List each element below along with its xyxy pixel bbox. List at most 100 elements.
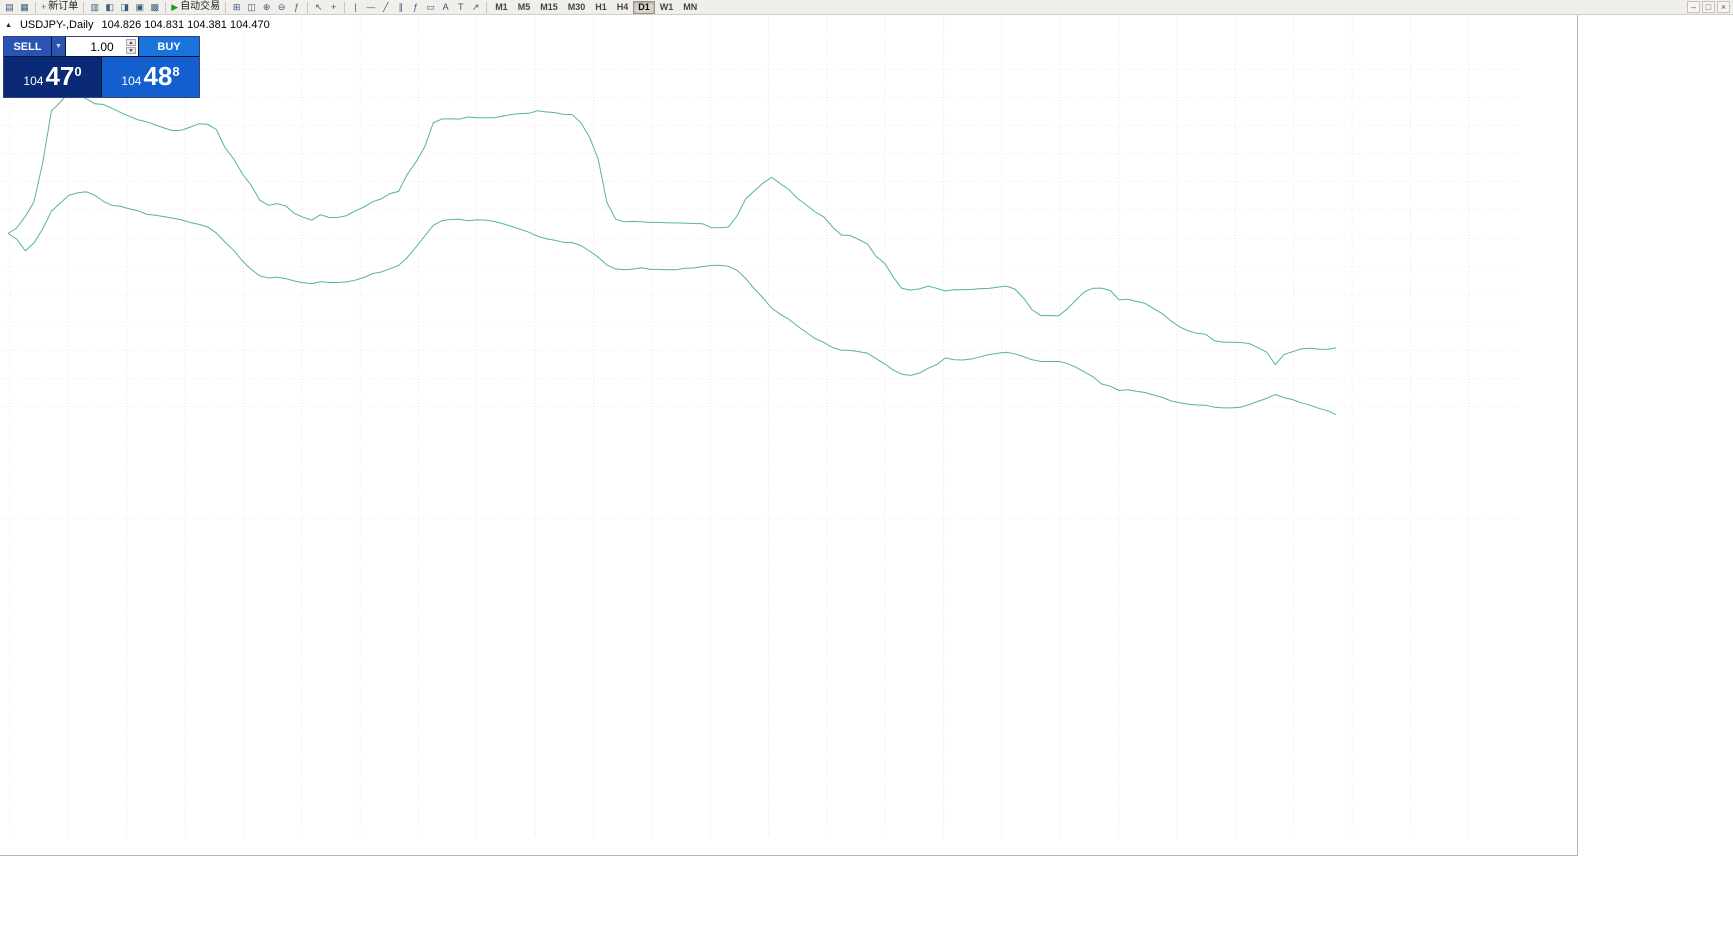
buy-price-prefix: 104 [121, 74, 142, 88]
toolbar-icon-groups: ▤ ▦ + 新订单 ▥ ◧ ◨ ▣ ▩ ▶ 自动交易 ⊞ ◫ ⊕ ⊖ ƒ ↖ + | — ╱ ∥ ƒ ▭ A T ↗ [2, 0, 483, 15]
toolbar-separator [35, 1, 36, 13]
volume-decrease-button[interactable]: ▼ [126, 47, 136, 54]
timeframe-m1[interactable]: M1 [490, 1, 513, 14]
buy-button[interactable]: BUY [139, 37, 199, 56]
autotrading-label: 自动交易 [180, 1, 221, 12]
data-window-icon: ◧ [105, 1, 115, 12]
trade-panel-controls-row: SELL ▼ 1.00 ▲ ▼ BUY [4, 37, 199, 57]
chart-ohlc-values: 104.826 104.831 104.381 104.470 [101, 19, 270, 31]
sell-price-button[interactable]: 104 47 0 [4, 57, 102, 97]
cascade-windows-icon: ◫ [247, 1, 256, 12]
indicators-list-icon: ƒ [294, 1, 300, 12]
indicators-list-button[interactable]: ƒ [289, 1, 304, 14]
text-label-button[interactable]: A [438, 1, 453, 14]
timeframe-w1[interactable]: W1 [655, 1, 679, 14]
zoom-in-button[interactable]: ⊕ [259, 1, 274, 14]
text-label-icon: A [442, 1, 449, 12]
fibonacci-button[interactable]: ƒ [408, 1, 423, 14]
timeframe-toolbar: M1 M5 M15 M30 H1 H4 D1 W1 MN [483, 0, 702, 15]
toolbar-separator [344, 1, 346, 13]
cascade-windows-button[interactable]: ◫ [244, 1, 259, 14]
sell-button[interactable]: SELL [4, 37, 52, 56]
buy-price-sup: 8 [172, 64, 180, 79]
chart-title: USDJPY-,Daily [19, 19, 94, 31]
navigator-icon: ◨ [120, 1, 130, 12]
equidistant-channel-icon: ∥ [398, 1, 403, 12]
market-watch-button[interactable]: ▥ [87, 1, 102, 14]
terminal-icon: ▣ [135, 1, 145, 12]
timeframe-h4[interactable]: H4 [612, 1, 634, 14]
timeframe-m15[interactable]: M15 [535, 1, 563, 14]
one-click-trading-panel: SELL ▼ 1.00 ▲ ▼ BUY 104 47 0 104 48 8 [3, 36, 200, 98]
arrows-tool-icon: ↗ [471, 1, 480, 12]
new-chart-button[interactable]: ▤ [2, 1, 17, 14]
mdi-workspace: ▲ USDJPY-,Daily 104.826 104.831 104.381 … [0, 15, 1733, 938]
fibonacci-icon: ƒ [413, 1, 419, 12]
shapes-icon: ▭ [426, 1, 435, 12]
chart-window: ▲ USDJPY-,Daily 104.826 104.831 104.381 … [0, 15, 1578, 856]
bollinger-upper-band [7, 91, 1337, 366]
toolbar-separator [225, 1, 227, 13]
sell-price-sup: 0 [74, 64, 82, 79]
zoom-in-icon: ⊕ [262, 1, 271, 12]
volume-value: 1.00 [90, 39, 114, 54]
toolbar-separator [165, 1, 167, 13]
volume-increase-button[interactable]: ▲ [126, 39, 136, 46]
zoom-out-button[interactable]: ⊖ [274, 1, 289, 14]
horizontal-line-button[interactable]: — [363, 1, 378, 14]
timeframe-d1[interactable]: D1 [633, 0, 655, 14]
timeframe-h1[interactable]: H1 [590, 1, 612, 14]
buy-price-big: 48 [143, 61, 173, 91]
navigator-button[interactable]: ◨ [117, 1, 132, 14]
autotrading-button[interactable]: ▶ 自动交易 [169, 1, 222, 14]
chart-legend: ▲ USDJPY-,Daily 104.826 104.831 104.381 … [5, 19, 270, 31]
restore-window-button[interactable]: □ [1702, 1, 1715, 13]
strategy-tester-icon: ▩ [150, 1, 160, 12]
trendline-tool-icon: ╱ [382, 1, 389, 12]
autotrading-icon: ▶ [171, 1, 179, 12]
trendline-tool-button[interactable]: ╱ [378, 1, 393, 14]
chart-profiles-icon: ▦ [20, 1, 29, 12]
minimize-window-button[interactable]: – [1687, 1, 1700, 13]
strategy-tester-button[interactable]: ▩ [147, 1, 162, 14]
close-window-button[interactable]: × [1717, 1, 1730, 13]
toolbar-separator [307, 1, 309, 13]
zoom-out-icon: ⊖ [277, 1, 286, 12]
cursor-icon: ↖ [314, 1, 323, 12]
text-tool-icon: T [457, 1, 464, 12]
timeframe-m5[interactable]: M5 [513, 1, 536, 14]
crosshair-button[interactable]: + [326, 1, 341, 14]
market-watch-icon: ▥ [90, 1, 100, 12]
one-click-collapse-icon[interactable]: ▲ [5, 21, 12, 29]
new-order-button[interactable]: + 新订单 [39, 1, 80, 14]
text-tool-button[interactable]: T [453, 1, 468, 14]
data-window-button[interactable]: ◧ [102, 1, 117, 14]
new-order-label: 新订单 [48, 1, 79, 12]
chevron-down-icon: ▼ [55, 43, 62, 50]
tile-windows-button[interactable]: ⊞ [229, 1, 244, 14]
vertical-line-button[interactable]: | [348, 1, 363, 14]
bollinger-middle-band [7, 191, 1337, 416]
arrows-tool-button[interactable]: ↗ [468, 1, 483, 14]
shapes-button[interactable]: ▭ [423, 1, 438, 14]
order-options-dropdown[interactable]: ▼ [52, 37, 66, 56]
timeframe-mn[interactable]: MN [678, 1, 702, 14]
volume-stepper: ▲ ▼ [126, 39, 136, 54]
chart-profiles-button[interactable]: ▦ [17, 1, 32, 14]
sell-price-big: 47 [45, 61, 75, 91]
new-chart-icon: ▤ [5, 1, 14, 12]
vertical-line-icon: | [354, 1, 357, 12]
main-toolbar: ▤ ▦ + 新订单 ▥ ◧ ◨ ▣ ▩ ▶ 自动交易 ⊞ ◫ ⊕ ⊖ ƒ ↖ + | — ╱ ∥ ƒ ▭ A T ↗ M1 M5 M15… [0, 0, 1733, 15]
tile-windows-icon: ⊞ [232, 1, 241, 12]
buy-price-button[interactable]: 104 48 8 [102, 57, 199, 97]
price-chart-canvas [0, 16, 1520, 838]
timeframe-m30[interactable]: M30 [563, 1, 591, 14]
equidistant-channel-button[interactable]: ∥ [393, 1, 408, 14]
toolbar-separator [486, 1, 488, 13]
volume-input[interactable]: 1.00 ▲ ▼ [66, 37, 139, 56]
trade-panel-price-row: 104 47 0 104 48 8 [4, 57, 199, 97]
terminal-button[interactable]: ▣ [132, 1, 147, 14]
cursor-button[interactable]: ↖ [311, 1, 326, 14]
new-order-icon: + [41, 1, 47, 12]
